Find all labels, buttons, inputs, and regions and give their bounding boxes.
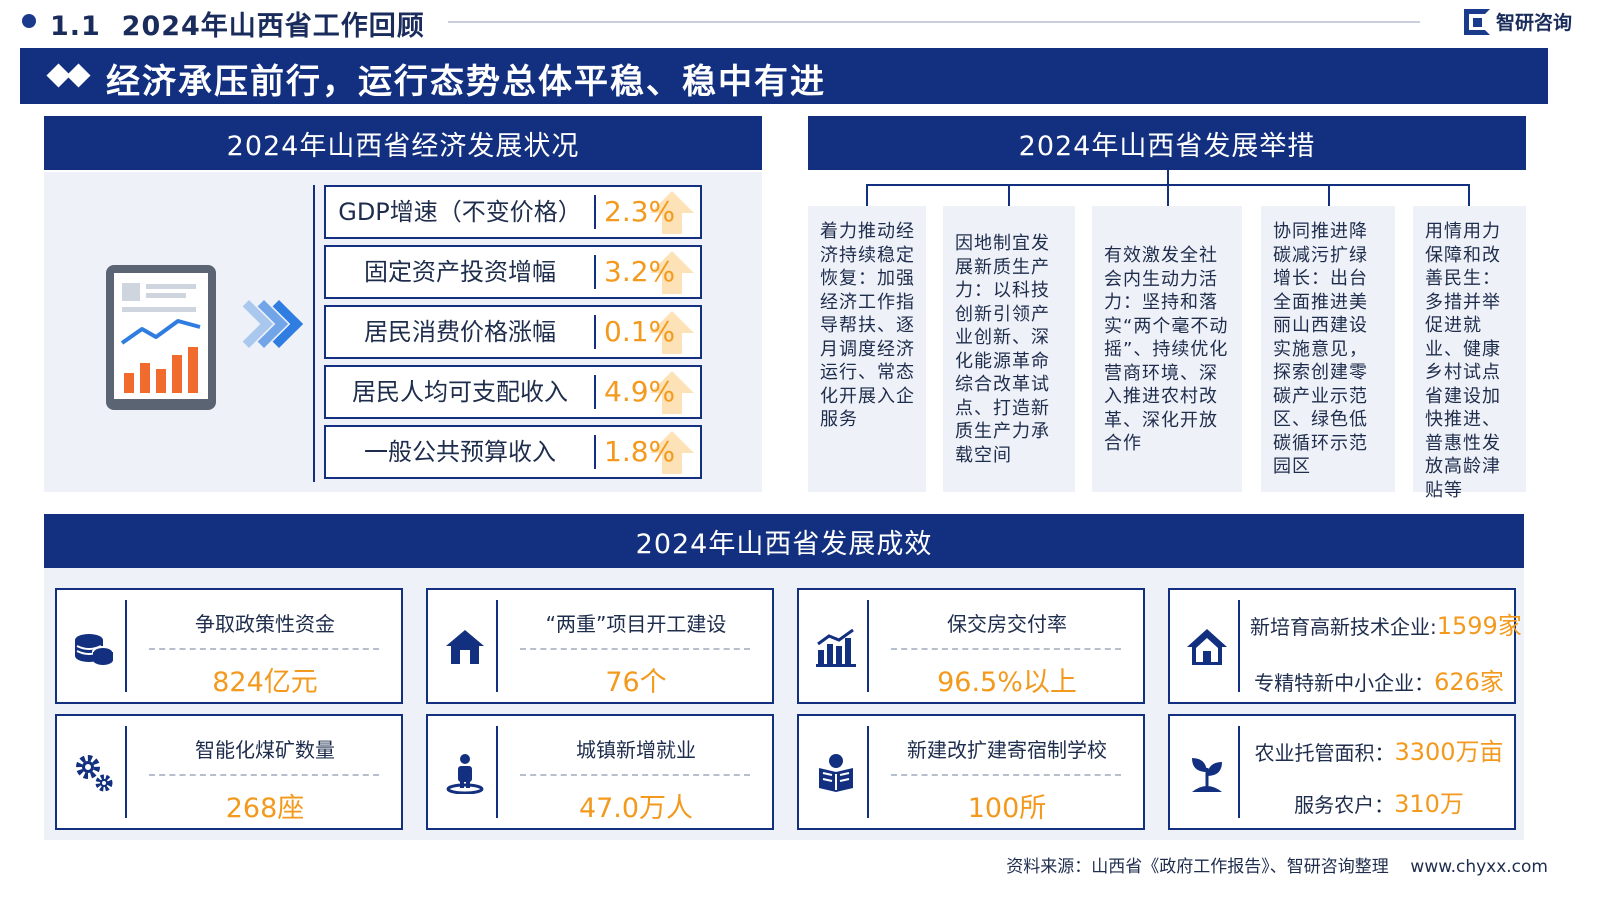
card-value: 268座: [225, 793, 305, 824]
measures-panel-title: 2024年山西省发展举措: [808, 116, 1526, 170]
indicator-label: 居民人均可支配收入: [352, 378, 568, 406]
achievements-panel-title: 2024年山西省发展成效: [44, 514, 1524, 568]
card-row-value: 626家: [1434, 668, 1504, 696]
measure-item: 用情用力保障和改善民生：多措并举促进就业、健康乡村试点省建设加快推进、普惠性发放…: [1413, 206, 1526, 501]
achievement-card-policy-funds: 争取政策性资金 824亿元: [55, 588, 403, 704]
house-icon: [446, 630, 484, 664]
indicator-cpi: 居民消费价格涨幅 0.1%: [324, 305, 702, 359]
card-row-label: 农业托管面积：: [1254, 741, 1395, 765]
brand-name: 智研咨询: [1495, 12, 1572, 34]
up-arrow-icon: [650, 251, 694, 273]
card-row-label: 服务农户：: [1294, 793, 1395, 817]
source-text: 资料来源：山西省《政府工作报告》、智研咨询整理: [1006, 857, 1389, 877]
achievement-card-enterprises: 新培育高新技术企业:1599家 专精特新中小企业：626家: [1168, 588, 1522, 704]
card-row: 服务农户：310万: [1250, 784, 1508, 819]
top-bar: 1.1 2024年山西省工作回顾 智研咨询: [0, 0, 1600, 44]
indicator-value: 1.8%: [604, 435, 676, 468]
card-row-value: 310万: [1394, 790, 1464, 818]
coins-icon: [75, 634, 114, 665]
card-row-label: 新培育高新技术企业:: [1250, 615, 1437, 639]
card-row-label: 专精特新中小企业：: [1254, 671, 1435, 695]
card-label: 争取政策性资金: [195, 612, 335, 636]
title-rule: [448, 21, 1420, 23]
source-footer: 资料来源：山西省《政府工作报告》、智研咨询整理 www.chyxx.com: [1006, 852, 1548, 877]
card-row-value: 3300万亩: [1394, 738, 1504, 766]
indicator-value: 3.2%: [604, 255, 676, 288]
diamond-bullets-icon: [46, 63, 96, 88]
indicator-fixed-investment: 固定资产投资增幅 3.2%: [324, 245, 702, 299]
measures-tree-connector: [808, 170, 1526, 210]
card-value: 47.0万人: [578, 793, 694, 824]
card-label: 智能化煤矿数量: [195, 738, 335, 762]
section-number: 1.1: [50, 11, 101, 42]
achievement-card-housing-delivery: 保交房交付率 96.5%以上: [797, 588, 1145, 704]
card-value: 824亿元: [212, 667, 318, 698]
source-url: www.chyxx.com: [1410, 857, 1548, 877]
bar-chart-icon: [816, 628, 856, 667]
achievement-card-employment: 城镇新增就业 47.0万人: [426, 714, 774, 830]
headline-banner: 经济承压前行，运行态势总体平稳、稳中有进: [20, 48, 1548, 104]
chevron-arrows-icon: [224, 299, 307, 372]
bullet-dot: [22, 14, 36, 28]
indicator-label: 固定资产投资增幅: [364, 258, 556, 286]
up-arrow-icon: [650, 191, 694, 213]
indicator-connector-line: [313, 185, 315, 482]
up-arrow-icon: [650, 431, 694, 453]
card-row: 农业托管面积：3300万亩: [1250, 732, 1508, 767]
card-value: 96.5%以上: [937, 667, 1077, 698]
headline-text: 经济承压前行，运行态势总体平稳、稳中有进: [106, 62, 826, 102]
measure-item: 着力推动经济持续稳定恢复：加强经济工作指导帮扶、逐月调度经济运行、常态化开展入企…: [808, 206, 926, 492]
card-row: 专精特新中小企业：626家: [1250, 662, 1508, 697]
indicator-value: 0.1%: [604, 315, 676, 348]
indicator-public-budget: 一般公共预算收入 1.8%: [324, 425, 702, 479]
card-label: 城镇新增就业: [576, 738, 696, 762]
indicator-label: GDP增速（不变价格）: [338, 198, 582, 226]
card-row: 新培育高新技术企业:1599家: [1250, 606, 1522, 641]
reader-icon: [819, 754, 853, 792]
brand: 智研咨询: [1463, 8, 1572, 35]
card-label: “两重”项目开工建设: [545, 612, 727, 636]
building-icon: [1187, 629, 1227, 665]
card-label: 新建改扩建寄宿制学校: [907, 738, 1107, 762]
section-title: 1.1 2024年山西省工作回顾: [50, 4, 425, 43]
tablet-chart-icon: [106, 265, 216, 410]
achievement-card-schools: 新建改扩建寄宿制学校 100所: [797, 714, 1145, 830]
up-arrow-icon: [650, 311, 694, 333]
sprout-icon: [1192, 758, 1222, 792]
measure-item: 有效激发全社会内生动力活力：坚持和落实“两个毫不动摇”、持续优化营商环境、深入推…: [1092, 206, 1242, 492]
card-label: 保交房交付率: [947, 612, 1067, 636]
achievement-card-agriculture: 农业托管面积：3300万亩 服务农户：310万: [1168, 714, 1516, 830]
achievement-card-smart-mines: 智能化煤矿数量 268座: [55, 714, 403, 830]
indicator-label: 居民消费价格涨幅: [364, 318, 556, 346]
measure-item: 因地制宜发展新质生产力：以科技创新引领产业创新、深化能源革命综合改革试点、打造新…: [943, 206, 1075, 492]
indicator-value: 2.3%: [604, 195, 676, 228]
person-icon: [446, 754, 484, 794]
indicator-gdp: GDP增速（不变价格） 2.3%: [324, 185, 702, 239]
measure-item: 协同推进降碳减污扩绿增长：出台全面推进美丽山西建设实施意见，探索创建零碳产业示范…: [1261, 206, 1395, 492]
brand-logo-icon: [1463, 8, 1490, 35]
gears-icon: [76, 755, 113, 792]
indicator-label: 一般公共预算收入: [364, 438, 556, 466]
indicator-value: 4.9%: [604, 375, 676, 408]
up-arrow-icon: [650, 371, 694, 393]
economy-panel-title: 2024年山西省经济发展状况: [44, 116, 762, 170]
card-value: 76个: [605, 667, 667, 698]
indicator-disposable-income: 居民人均可支配收入 4.9%: [324, 365, 702, 419]
achievement-card-projects: “两重”项目开工建设 76个: [426, 588, 774, 704]
section-title-text: 2024年山西省工作回顾: [121, 11, 425, 42]
card-row-value: 1599家: [1436, 612, 1522, 640]
card-value: 100所: [967, 793, 1047, 824]
